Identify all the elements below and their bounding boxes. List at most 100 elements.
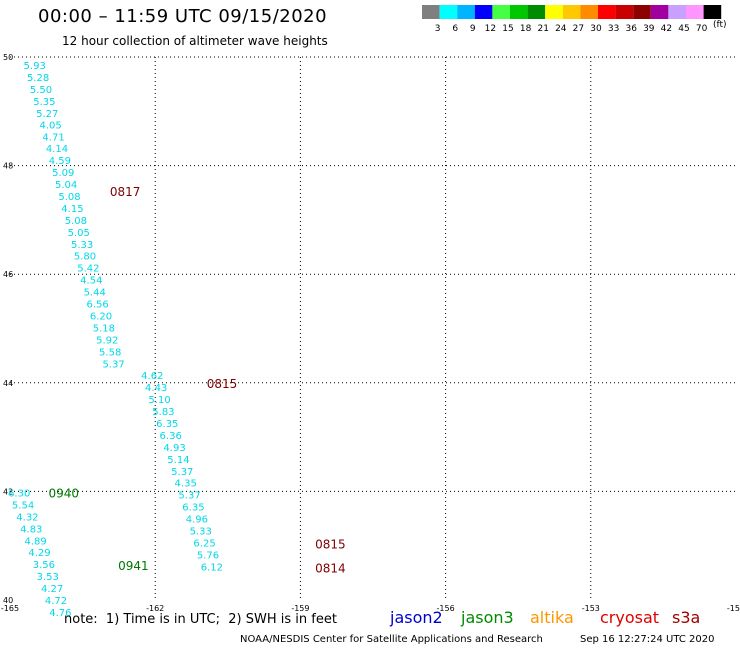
wave-height-value: 4.93 (163, 443, 185, 454)
chart-title: 00:00 – 11:59 UTC 09/15/2020 (38, 6, 328, 27)
chart-subtitle: 12 hour collection of altimeter wave hei… (62, 34, 328, 48)
wave-height-value: 5.14 (167, 455, 189, 466)
wave-height-value: 5.37 (178, 491, 200, 502)
legend-swatch-label: 3 (435, 24, 441, 34)
wave-height-value: 6.30 (8, 488, 30, 499)
wave-height-value: 5.09 (52, 168, 74, 179)
wave-height-value: 5.18 (93, 323, 115, 334)
legend-swatch-label: 70 (696, 24, 708, 34)
wave-height-value: 6.56 (86, 300, 108, 311)
legend-swatch (492, 5, 510, 19)
legend-swatch-label: 36 (625, 24, 637, 34)
wave-height-value: 5.08 (65, 216, 87, 227)
wave-height-value: 4.05 (40, 120, 62, 131)
legend-swatch-label: 24 (555, 24, 567, 34)
wave-height-value: 4.59 (49, 156, 71, 167)
wave-height-value: 5.33 (71, 240, 93, 251)
satellite-label-s3a: s3a (672, 608, 701, 627)
pass-time-label: 0941 (118, 559, 149, 573)
wave-height-value: 5.10 (148, 395, 170, 406)
wave-height-value: 5.04 (55, 180, 77, 191)
satellite-label-jason3: jason3 (461, 608, 514, 627)
wave-height-value: 6.12 (201, 562, 223, 573)
wave-height-value: 6.36 (160, 431, 182, 442)
legend-swatch (510, 5, 528, 19)
legend-swatch (474, 5, 493, 19)
satellite-label-altika: altika (530, 608, 574, 627)
wave-height-value: 5.76 (197, 550, 219, 561)
wave-height-value: 4.32 (16, 512, 38, 523)
wave-height-value: 4.89 (25, 536, 47, 547)
legend-swatch-label: 27 (573, 24, 584, 34)
legend-swatch (650, 5, 669, 19)
legend-unit-label: (ft) (713, 20, 727, 30)
longitude-tick-label: -159 (291, 604, 309, 613)
wave-height-value: 4.72 (45, 596, 67, 607)
wave-height-value: 4.76 (49, 608, 71, 619)
legend-swatch-label: 12 (485, 24, 496, 34)
pass-time-label: 0815 (207, 377, 238, 391)
wave-height-value: 4.54 (80, 276, 102, 287)
wave-height-value: 4.15 (61, 204, 83, 215)
wave-height-value: 4.35 (175, 479, 197, 490)
wave-height-value: 3.53 (37, 572, 59, 583)
latitude-tick-label: 48 (3, 162, 13, 171)
satellite-label-cryosat: cryosat (600, 608, 660, 627)
pass-time-label: 0817 (110, 185, 141, 199)
wave-height-value: 4.29 (28, 548, 50, 559)
legend-swatch (527, 5, 546, 19)
wave-height-value: 4.27 (41, 584, 63, 595)
legend-swatch (422, 5, 440, 19)
wave-height-value: 4.96 (186, 515, 208, 526)
legend-swatch-label: 30 (590, 24, 602, 34)
longitude-tick-label: -153 (582, 604, 600, 613)
footer-credit: NOAA/NESDIS Center for Satellite Applica… (240, 634, 543, 645)
latitude-tick-label: 40 (3, 596, 13, 605)
wave-height-value: 5.93 (24, 61, 46, 72)
wave-height-value: 5.37 (102, 359, 124, 370)
latitude-tick-label: 42 (3, 487, 13, 496)
wave-height-value: 6.25 (193, 538, 215, 549)
pass-time-label: 0815 (315, 538, 346, 552)
longitude-tick-label: -165 (1, 604, 19, 613)
wave-height-value: 5.50 (30, 85, 52, 96)
wave-height-value: 4.14 (46, 144, 68, 155)
wave-height-value: 3.56 (33, 560, 55, 571)
latitude-tick-label: 44 (3, 379, 13, 388)
legend-swatch-label: 21 (537, 24, 548, 34)
wave-height-value: 6.20 (90, 311, 112, 322)
wave-height-value: 5.54 (12, 500, 34, 511)
wave-height-value: 5.83 (152, 407, 174, 418)
wave-height-value: 5.92 (96, 335, 118, 346)
legend-swatch (457, 5, 475, 19)
pass-time-label: 0814 (315, 561, 346, 575)
color-scale-legend: 3 6 9 12 15 18 21 24 27 30 33 36 39 42 45 70 (422, 5, 722, 34)
wave-height-value: 5.33 (190, 526, 212, 537)
footer-note: note: 1) Time is in UTC; 2) SWH is in fe… (64, 612, 337, 627)
wave-height-value: 5.37 (171, 467, 193, 478)
legend-swatch (545, 5, 563, 19)
wave-height-value: 5.05 (68, 228, 90, 239)
wave-height-value: 5.08 (58, 192, 80, 203)
legend-swatch (668, 5, 686, 19)
longitude-tick-label: -162 (146, 604, 164, 613)
legend-swatch-label: 39 (643, 24, 655, 34)
longitude-tick-label: -150 (727, 604, 740, 613)
legend-swatch (439, 5, 458, 19)
footer-timestamp: Sep 16 12:27:24 UTC 2020 (580, 634, 715, 645)
legend-swatch (562, 5, 581, 19)
wave-height-value: 6.35 (156, 419, 178, 430)
wave-height-value: 4.83 (20, 524, 42, 535)
legend-swatch-label: 18 (520, 24, 532, 34)
wave-height-value: 5.58 (99, 347, 121, 358)
latitude-tick-label: 50 (3, 53, 13, 62)
legend-swatch (703, 5, 722, 19)
legend-swatch (615, 5, 634, 19)
legend-swatch (633, 5, 651, 19)
legend-swatch-label: 9 (470, 24, 476, 34)
wave-height-value: 5.35 (33, 97, 55, 108)
legend-swatch-label: 33 (608, 24, 619, 34)
legend-swatch (598, 5, 616, 19)
legend-swatch-label: 45 (678, 24, 689, 34)
